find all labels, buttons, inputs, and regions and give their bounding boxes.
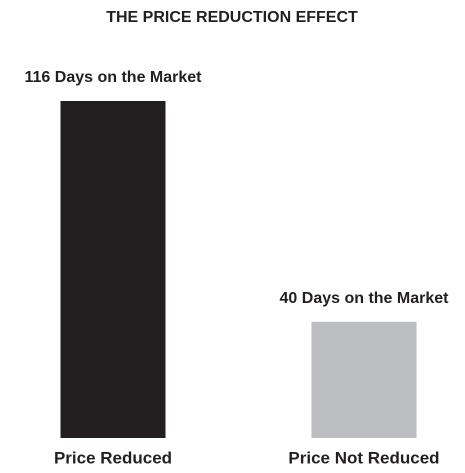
value-label: 40 Days on the Market xyxy=(280,290,450,307)
category-label: Price Reduced xyxy=(54,448,172,467)
category-label: Price Not Reduced xyxy=(288,448,439,467)
bar xyxy=(311,321,417,438)
chart-title: THE PRICE REDUCTION EFFECT xyxy=(106,9,358,26)
bar xyxy=(60,101,166,438)
value-label: 116 Days on the Market xyxy=(25,69,203,86)
